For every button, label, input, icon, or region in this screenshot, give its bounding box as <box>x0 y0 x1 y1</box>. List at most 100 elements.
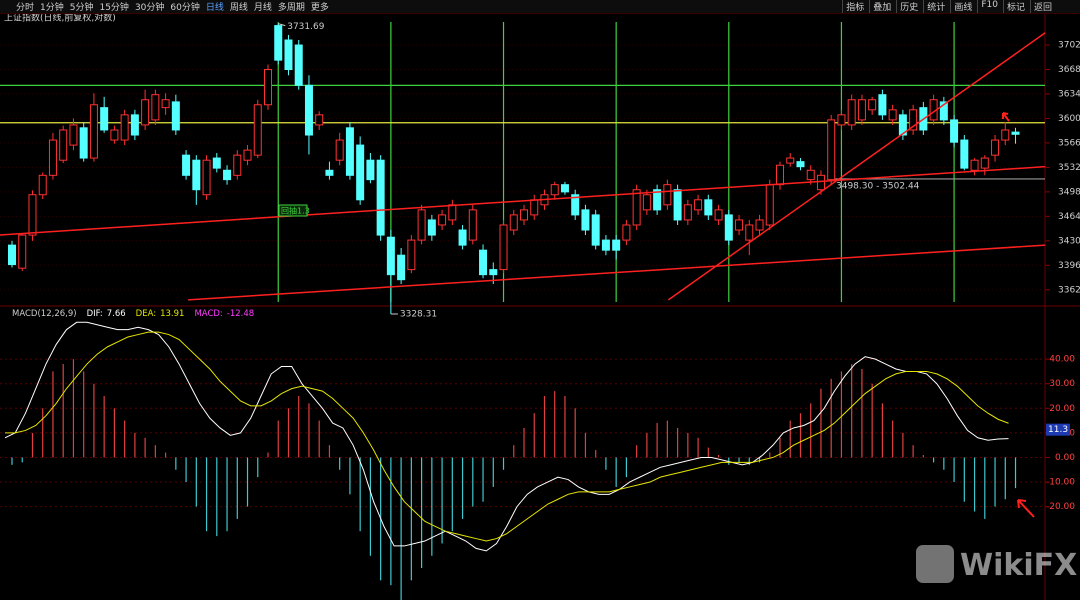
tab[interactable]: 更多 <box>310 3 329 13</box>
watermark: WikiFX <box>960 548 1078 583</box>
y-tick-label: -10.00 <box>1046 478 1075 488</box>
candle-body <box>335 139 344 161</box>
value-marker-label: 11.3 <box>1048 425 1068 435</box>
candle-body <box>673 189 682 221</box>
tool-button[interactable]: 标记 <box>1002 0 1025 13</box>
tab[interactable]: 分时 <box>16 3 35 13</box>
y-tick-label: 0.00 <box>1055 453 1075 463</box>
watermark-logo <box>916 545 954 583</box>
candle-body <box>89 104 98 159</box>
candle-body <box>663 184 672 206</box>
candle-body <box>612 239 621 251</box>
annotation-box <box>278 204 308 217</box>
indicator-title: MACD(12,26,9) <box>12 309 77 319</box>
y-tick-label: 3566 <box>1058 138 1080 148</box>
tool-button[interactable]: 指标 <box>842 0 864 13</box>
candle-body <box>745 224 754 241</box>
candle-body <box>642 194 651 211</box>
candle-body <box>827 119 836 181</box>
candle-body <box>386 236 395 276</box>
tab[interactable]: 15分钟 <box>99 3 129 13</box>
candle-body <box>704 199 713 216</box>
candle-body <box>171 101 180 131</box>
candle-body <box>714 209 723 221</box>
candle-body <box>458 229 467 246</box>
indicator-line <box>4 321 1009 552</box>
candle-body <box>48 139 57 176</box>
candle-body <box>161 99 170 109</box>
candle-body <box>653 189 662 211</box>
tab[interactable]: 多周期 <box>277 3 305 13</box>
value-marker <box>1046 423 1070 436</box>
candle-body <box>755 219 764 231</box>
candle-body <box>304 84 313 136</box>
tool-button[interactable]: 画线 <box>950 0 972 13</box>
candle-body <box>765 184 774 226</box>
tab[interactable]: 5分钟 <box>69 3 94 13</box>
candle-body <box>79 127 88 159</box>
candle-body <box>376 159 385 236</box>
y-tick-label: 3668 <box>1058 65 1080 75</box>
candle-body <box>735 219 744 231</box>
tool-button[interactable]: 叠加 <box>869 0 891 13</box>
tool-button[interactable]: 返回 <box>1029 0 1052 13</box>
candle-body <box>857 99 866 121</box>
y-tick-label: 3702 <box>1058 41 1080 51</box>
candle-body <box>294 44 303 86</box>
tool-button[interactable]: F10 <box>977 0 998 13</box>
candle-body <box>223 169 232 181</box>
candle-body <box>192 159 201 191</box>
y-tick-label: 30.00 <box>1049 379 1075 389</box>
candle-body <box>950 119 959 143</box>
candle-body <box>509 214 518 231</box>
tab[interactable]: 日线 <box>205 3 224 13</box>
tool-button[interactable]: 统计 <box>923 0 945 13</box>
tab[interactable]: 30分钟 <box>134 3 165 13</box>
candle-body <box>438 214 447 226</box>
candle-body <box>489 269 498 276</box>
range-annotation: 3498.30 - 3502.44 <box>836 182 920 192</box>
candle-body <box>724 214 733 241</box>
candle-body <box>315 114 324 126</box>
candle-body <box>38 174 47 196</box>
candle-body <box>520 209 528 221</box>
tab[interactable]: 周线 <box>229 3 248 13</box>
y-tick-label: 20.00 <box>1049 404 1075 414</box>
candle-body <box>530 199 539 216</box>
candle-body <box>120 114 129 141</box>
tool-button[interactable]: 历史 <box>896 0 918 13</box>
candle-body <box>939 101 948 121</box>
candle-body <box>898 114 907 136</box>
y-tick-label: -20.00 <box>1046 502 1075 512</box>
candle-body <box>264 69 272 106</box>
candle-body <box>878 94 887 116</box>
candle-body <box>345 127 354 176</box>
tab[interactable]: 月线 <box>253 3 272 13</box>
candle-body <box>571 194 580 216</box>
tab[interactable]: 60分钟 <box>170 3 200 13</box>
candle-body <box>622 224 631 241</box>
y-tick-label: 3430 <box>1058 236 1080 246</box>
candle-body <box>202 159 211 196</box>
candle-body <box>1011 131 1020 135</box>
tab[interactable]: 1分钟 <box>40 3 64 13</box>
candle-body <box>847 99 856 126</box>
arrow <box>1002 112 1010 122</box>
trend-line <box>188 244 1046 301</box>
y-tick-label: 3600 <box>1058 114 1080 124</box>
trend-line <box>667 32 1046 301</box>
candle-body <box>909 109 918 131</box>
legend-value: -12.48 <box>226 309 255 319</box>
candle-body <box>1001 129 1010 141</box>
candle-body <box>325 169 334 176</box>
candle-body <box>18 234 27 269</box>
candle-body <box>581 209 590 231</box>
candle-body <box>397 254 406 281</box>
candle-body <box>212 157 221 169</box>
candle-body <box>560 184 569 193</box>
candle-body <box>274 25 283 61</box>
y-tick-label: 3532 <box>1058 163 1080 173</box>
candle-body <box>284 39 293 71</box>
